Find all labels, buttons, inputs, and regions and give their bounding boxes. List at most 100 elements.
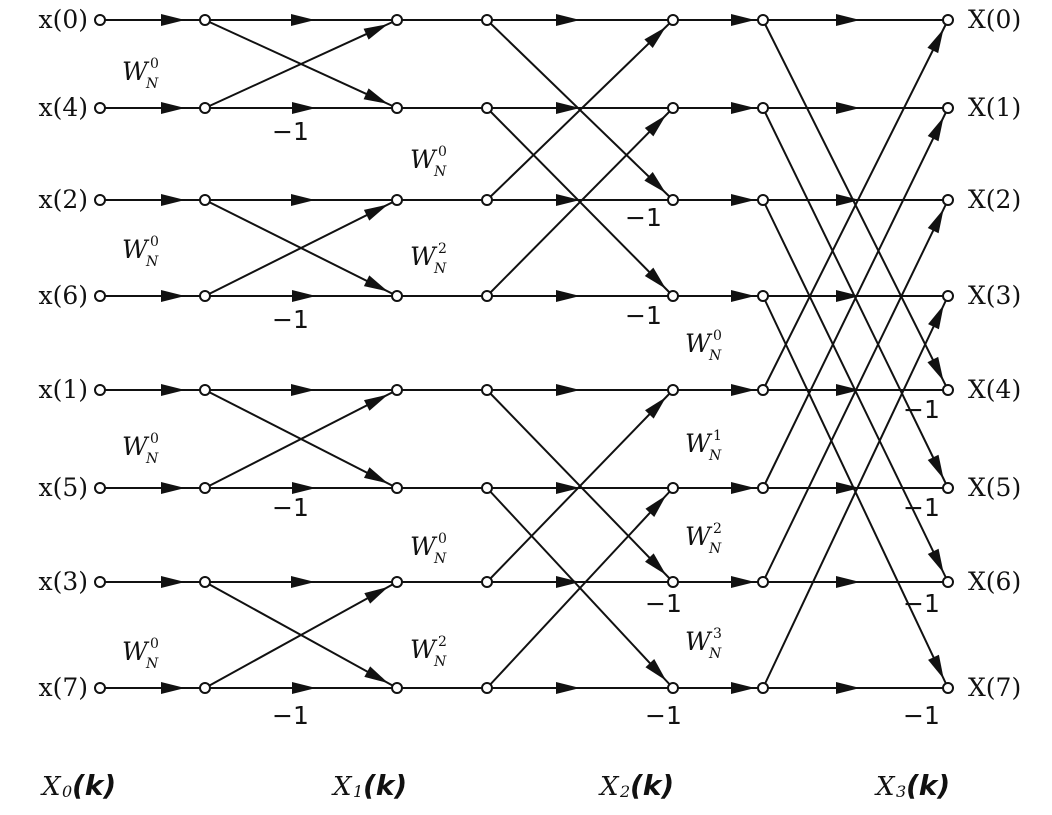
output-label: X(6) <box>968 567 1021 596</box>
twiddle-factor-stage1: W 0 N <box>122 234 159 270</box>
svg-text:N: N <box>145 254 159 270</box>
wire-link2-row-1-arrow <box>731 102 755 114</box>
butterfly-s3-1-up <box>762 107 949 489</box>
butterfly-s1-1-down-arrow <box>363 275 389 292</box>
twiddle-factor-stage2: W 0 N <box>410 531 447 567</box>
butterfly-s3-3-up <box>762 295 949 689</box>
svg-text:N: N <box>145 76 159 92</box>
wire-link2-row-0-arrow <box>731 14 755 26</box>
node-r2-c5 <box>757 194 769 206</box>
negative-one-multiplier: −1 <box>645 701 682 730</box>
svg-text:N: N <box>433 551 447 567</box>
wire-stage1-row-1-arrow <box>292 102 316 114</box>
diagram-labels: x(0) x(4) x(2) x(6) x(1) x(5) x(3) x(7) X(0) X(1)… <box>38 5 1021 802</box>
butterfly-s1-0-up-arrow <box>363 24 388 40</box>
input-label: x(7) <box>38 673 88 702</box>
wire-in-row-0-arrow <box>161 14 185 26</box>
wire-link2-row-5-arrow <box>731 482 755 494</box>
wire-stage1-row-6-arrow <box>291 576 315 588</box>
node-r3-c1 <box>199 290 211 302</box>
node-r5-c2 <box>391 482 403 494</box>
wire-stage1-row-5-arrow <box>292 482 316 494</box>
wire-stage3-row-6-arrow <box>836 576 860 588</box>
svg-text:W: W <box>685 329 713 358</box>
node-r3-c2 <box>391 290 403 302</box>
node-r1-c5 <box>757 102 769 114</box>
wire-stage3-row-1-arrow <box>836 102 860 114</box>
stage-label: X 0 (k) <box>40 769 116 802</box>
node-r1-c6 <box>942 102 954 114</box>
butterfly-s1-0-down-arrow <box>363 88 388 104</box>
node-r7-c2 <box>391 682 403 694</box>
twiddle-factor-stage2: W 2 N <box>410 241 447 277</box>
twiddle-factor-stage3: W 0 N <box>685 328 722 364</box>
negative-one-multiplier: −1 <box>272 117 309 146</box>
svg-text:(k): (k) <box>630 769 674 802</box>
svg-text:W: W <box>122 57 150 86</box>
node-r7-c0 <box>94 682 106 694</box>
svg-text:(k): (k) <box>72 769 116 802</box>
wire-stage2-row-3-arrow <box>556 290 580 302</box>
butterfly-s2-0-up-arrow <box>644 26 666 48</box>
svg-text:0: 0 <box>713 328 722 344</box>
node-r2-c1 <box>199 194 211 206</box>
svg-text:0: 0 <box>150 431 159 447</box>
butterfly-s2-3-up-arrow <box>645 495 667 517</box>
negative-one-multiplier: −1 <box>272 493 309 522</box>
svg-text:W: W <box>410 242 438 271</box>
output-label: X(3) <box>968 281 1021 310</box>
svg-text:W: W <box>685 627 713 656</box>
wire-stage3-row-5-arrow <box>836 482 860 494</box>
node-r4-c4 <box>667 384 679 396</box>
node-r7-c6 <box>942 682 954 694</box>
wire-stage2-row-0-arrow <box>556 14 580 26</box>
node-r4-c2 <box>391 384 403 396</box>
svg-text:N: N <box>708 448 722 464</box>
butterfly-s3-2-up-arrow <box>927 209 944 234</box>
wire-in-row-3-arrow <box>161 290 185 302</box>
butterfly-s1-2-up <box>204 389 398 489</box>
butterfly-s1-2-up-arrow <box>363 394 389 411</box>
stage-label: X 2 (k) <box>598 769 674 802</box>
svg-text:N: N <box>145 451 159 467</box>
node-r1-c2 <box>391 102 403 114</box>
svg-text:N: N <box>145 656 159 672</box>
butterfly-s1-1-up <box>204 199 398 297</box>
svg-text:3: 3 <box>713 626 722 642</box>
butterfly-s2-0-up <box>486 19 674 201</box>
input-label: x(6) <box>38 281 88 310</box>
twiddle-factor-stage1: W 0 N <box>122 636 159 672</box>
wire-link2-row-6-arrow <box>731 576 755 588</box>
svg-text:N: N <box>708 646 722 662</box>
wire-link2-row-3-arrow <box>731 290 755 302</box>
butterfly-s2-1-up <box>486 107 674 297</box>
svg-text:1: 1 <box>353 782 363 801</box>
node-r5-c4 <box>667 482 679 494</box>
node-r1-c4 <box>667 102 679 114</box>
svg-text:2: 2 <box>438 241 447 257</box>
butterfly-s3-2-up <box>762 199 949 583</box>
svg-text:N: N <box>433 654 447 670</box>
svg-text:2: 2 <box>438 634 447 650</box>
butterfly-s3-1-up-arrow <box>927 116 944 142</box>
node-r2-c3 <box>481 194 493 206</box>
node-r3-c4 <box>667 290 679 302</box>
negative-one-multiplier: −1 <box>625 203 662 232</box>
node-r4-c5 <box>757 384 769 396</box>
wire-stage1-row-4-arrow <box>291 384 315 396</box>
node-r2-c6 <box>942 194 954 206</box>
wire-stage3-row-4-arrow <box>836 384 860 396</box>
butterfly-s2-2-up <box>486 389 674 583</box>
butterfly-s3-1-down-arrow <box>927 454 944 480</box>
node-r0-c1 <box>199 14 211 26</box>
wire-stage1-row-3-arrow <box>292 290 316 302</box>
butterfly-s1-0-up <box>204 19 398 109</box>
node-r5-c5 <box>757 482 769 494</box>
node-r7-c5 <box>757 682 769 694</box>
node-r6-c2 <box>391 576 403 588</box>
node-r1-c0 <box>94 102 106 114</box>
output-label: X(4) <box>968 375 1021 404</box>
node-r7-c4 <box>667 682 679 694</box>
node-r7-c1 <box>199 682 211 694</box>
